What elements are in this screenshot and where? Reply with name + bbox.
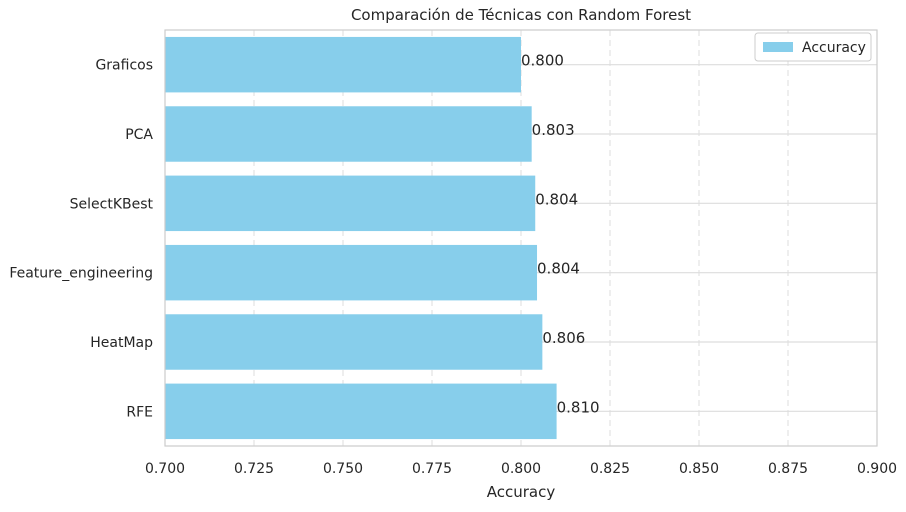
- data-label: 0.804: [535, 190, 578, 208]
- x-tick-label: 0.750: [323, 461, 363, 477]
- chart-title: Comparación de Técnicas con Random Fores…: [351, 6, 691, 24]
- bar: [165, 383, 557, 440]
- x-tick-label: 0.850: [679, 461, 719, 477]
- bar: [165, 244, 538, 301]
- data-label: 0.804: [537, 260, 580, 278]
- y-tick-label: RFE: [126, 404, 153, 420]
- x-tick-label: 0.825: [590, 461, 630, 477]
- x-tick-label: 0.700: [145, 461, 185, 477]
- data-label: 0.810: [557, 398, 600, 416]
- y-tick-label: HeatMap: [90, 335, 153, 351]
- x-tick-labels: 0.700 0.725 0.750 0.775 0.800 0.825 0.850 0.875…: [145, 461, 897, 477]
- y-tick-label: PCA: [125, 127, 153, 143]
- x-tick-label: 0.725: [234, 461, 274, 477]
- x-tick-label: 0.900: [857, 461, 897, 477]
- legend-label: Accuracy: [802, 40, 866, 56]
- bar: [165, 106, 532, 162]
- legend-swatch: [763, 42, 793, 52]
- data-label: 0.806: [542, 329, 585, 347]
- x-axis-label: Accuracy: [487, 483, 556, 501]
- y-tick-labels: Graficos PCA SelectKBest Feature_engineerin…: [9, 58, 153, 421]
- plot-frame: [164, 29, 878, 447]
- y-tick-label: Feature_engineering: [9, 266, 153, 282]
- bar: [165, 314, 543, 370]
- bars: [165, 36, 557, 440]
- plot-area: [165, 30, 877, 446]
- data-label: 0.800: [521, 52, 564, 70]
- x-tick-label: 0.775: [412, 461, 452, 477]
- bar: [165, 175, 536, 232]
- legend-box: [754, 32, 872, 62]
- y-tick-label: SelectKBest: [70, 196, 154, 212]
- x-tick-label: 0.875: [768, 461, 808, 477]
- data-labels: 0.800 0.803 0.804 0.804 0.806 0.810: [521, 52, 600, 417]
- y-tick-label: Graficos: [95, 58, 153, 74]
- x-tick-label: 0.800: [501, 461, 541, 477]
- legend: Accuracy: [754, 32, 872, 62]
- bar: [165, 36, 521, 93]
- data-label: 0.803: [532, 121, 575, 139]
